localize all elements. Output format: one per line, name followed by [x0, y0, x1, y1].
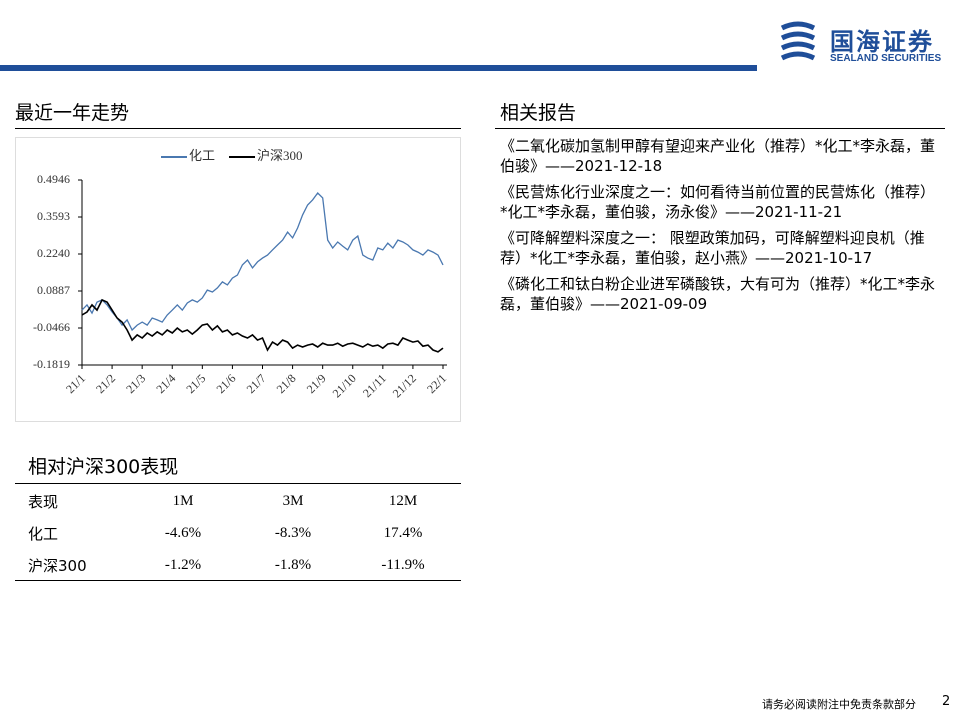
table-cell: 12M: [388, 492, 418, 509]
y-tick-label: 0.2240: [37, 246, 70, 260]
table-row: 沪深300 -1.2% -1.8% -11.9%: [28, 549, 458, 581]
report-item: 《民营炼化行业深度之一：如何看待当前位置的民营炼化（推荐）*化工*李永磊，董伯骏…: [500, 183, 936, 221]
report-list: 《二氧化碳加氢制甲醇有望迎来产业化（推荐）*化工*李永磊，董伯骏》——2021-…: [500, 136, 942, 320]
disclaimer: 请务必阅读附注中免责条款部分: [762, 698, 916, 711]
table-cell: -4.6%: [164, 524, 202, 541]
divider: [15, 580, 461, 581]
y-tick-label: 0.4946: [37, 172, 70, 186]
x-tick-label: 21/1: [63, 371, 88, 396]
y-tick-label: 0.3593: [37, 209, 70, 223]
divider: [15, 128, 461, 129]
x-tick-label: 21/10: [330, 371, 359, 400]
section-title: 相对沪深300表现: [28, 456, 179, 478]
performance-table: 表现 1M 3M 12M 化工 -4.6% -8.3% 17.4% 沪深300 -1.2% -1.8…: [28, 485, 458, 581]
table-cell: -1.2%: [164, 556, 202, 573]
table-cell: 1M: [172, 492, 194, 509]
x-tick-label: 21/11: [360, 371, 389, 400]
section-title: 相关报告: [500, 102, 577, 124]
series-line: [81, 192, 444, 332]
series-line: [81, 298, 444, 353]
x-tick-label: 21/7: [244, 371, 269, 396]
table-cell: -8.3%: [274, 524, 312, 541]
x-tick-label: 21/5: [183, 371, 208, 396]
x-tick-label: 22/1: [424, 371, 449, 396]
company-name: 国海证券: [830, 28, 934, 56]
divider: [15, 483, 461, 484]
y-tick-label: -0.0466: [33, 320, 70, 334]
table-cell: 表现: [28, 492, 59, 511]
x-tick-label: 21/6: [213, 371, 238, 396]
table-cell: -11.9%: [381, 556, 425, 573]
page-number: 2: [942, 694, 951, 709]
y-tick-label: 0.0887: [37, 283, 70, 297]
report-item: 《可降解塑料深度之一： 限塑政策加码，可降解塑料迎良机（推荐）*化工*李永磊，董…: [500, 229, 925, 267]
legend-label: 化工: [189, 148, 215, 163]
chart: 0.49460.35930.22400.0887-0.0466-0.181921…: [33, 148, 449, 400]
x-tick-label: 21/3: [123, 371, 148, 396]
table-row: 表现 1M 3M 12M: [28, 485, 458, 517]
section-title: 最近一年走势: [15, 102, 130, 124]
divider: [495, 128, 945, 129]
header-bar: [0, 65, 757, 71]
legend-label: 沪深300: [257, 148, 303, 163]
x-tick-label: 21/8: [274, 371, 299, 396]
table-row: 化工 -4.6% -8.3% 17.4%: [28, 517, 458, 549]
y-tick-label: -0.1819: [33, 357, 70, 371]
table-cell: 17.4%: [383, 524, 423, 541]
table-cell: 3M: [282, 492, 304, 509]
table-cell: 沪深300: [28, 556, 87, 575]
table-cell: -1.8%: [274, 556, 312, 573]
report-item: 《磷化工和钛白粉企业进军磷酸铁，大有可为（推荐）*化工*李永磊，董伯骏》——20…: [500, 275, 936, 313]
table-cell: 化工: [28, 524, 59, 543]
report-item: 《二氧化碳加氢制甲醇有望迎来产业化（推荐）*化工*李永磊，董伯骏》——2021-…: [500, 137, 936, 175]
x-tick-label: 21/2: [93, 371, 118, 396]
chart-frame: [15, 137, 461, 422]
logo-icon: [780, 21, 816, 61]
x-tick-label: 21/12: [390, 371, 419, 400]
x-tick-label: 21/9: [304, 371, 329, 396]
company-name-en: SEALAND SECURITIES: [830, 53, 942, 64]
x-tick-label: 21/4: [153, 371, 178, 396]
